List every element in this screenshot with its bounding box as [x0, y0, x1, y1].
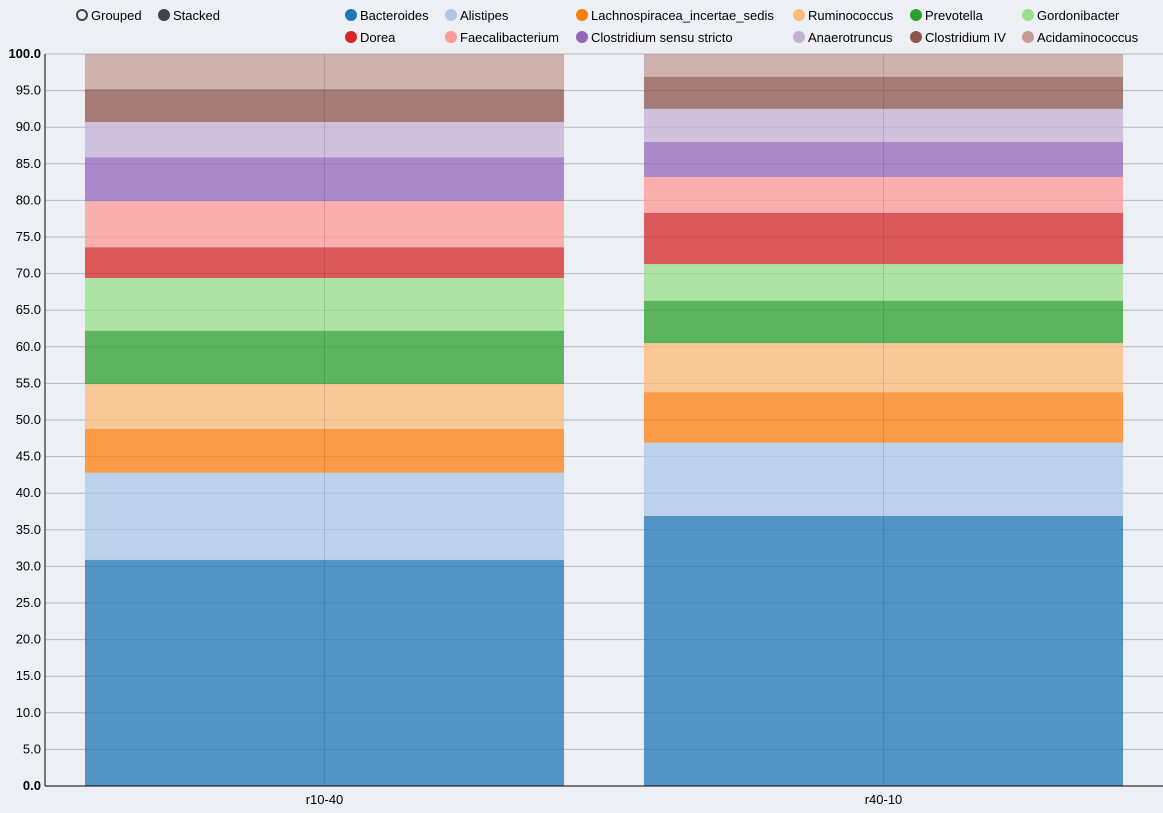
- bar-segment[interactable]: [84, 428, 565, 473]
- legend-item[interactable]: Lachnospiracea_incertae_sedis: [576, 8, 774, 23]
- bars: [84, 54, 1124, 786]
- y-tick-label: 10.0: [16, 705, 41, 720]
- chart-mode-controls: Grouped Stacked: [76, 8, 220, 23]
- legend-item[interactable]: Ruminococcus: [793, 8, 894, 23]
- bar-segment[interactable]: [643, 343, 1124, 393]
- legend-label[interactable]: Faecalibacterium: [460, 30, 559, 45]
- legend-label[interactable]: Dorea: [360, 30, 396, 45]
- legend: Bacteroides Alistipes Lachnospiracea_incer…: [345, 8, 1139, 45]
- legend-label[interactable]: Lachnospiracea_incertae_sedis: [591, 8, 774, 23]
- legend-label[interactable]: Clostridium IV: [925, 30, 1006, 45]
- legend-dot-icon: [910, 9, 922, 21]
- control-label[interactable]: Grouped: [91, 8, 142, 23]
- legend-dot-icon: [910, 31, 922, 43]
- bar-segment[interactable]: [84, 54, 565, 90]
- legend-item[interactable]: Acidaminococcus: [1022, 30, 1139, 45]
- y-tick-label: 65.0: [16, 302, 41, 317]
- legend-label[interactable]: Alistipes: [460, 8, 509, 23]
- y-tick-label: 80.0: [16, 192, 41, 207]
- bar-segment[interactable]: [84, 122, 565, 158]
- legend-dot-icon: [793, 9, 805, 21]
- bar-segment[interactable]: [84, 330, 565, 385]
- y-tick-label: 5.0: [23, 741, 41, 756]
- bar-segment[interactable]: [643, 515, 1124, 786]
- bar-segment[interactable]: [643, 212, 1124, 265]
- legend-item[interactable]: Anaerotruncus: [793, 30, 893, 45]
- bar-segment[interactable]: [84, 277, 565, 331]
- legend-dot-icon: [1022, 9, 1034, 21]
- legend-label[interactable]: Prevotella: [925, 8, 984, 23]
- y-tick-label: 50.0: [16, 412, 41, 427]
- y-tick-label: 15.0: [16, 668, 41, 683]
- legend-item[interactable]: Alistipes: [445, 8, 509, 23]
- legend-dot-icon: [445, 31, 457, 43]
- legend-dot-icon: [793, 31, 805, 43]
- bar-segment[interactable]: [84, 472, 565, 560]
- bar-segment[interactable]: [84, 157, 565, 202]
- y-tick-label: 40.0: [16, 485, 41, 500]
- y-tick-label: 30.0: [16, 558, 41, 573]
- bar-segment[interactable]: [643, 54, 1124, 77]
- bar-segment[interactable]: [643, 264, 1124, 301]
- control-label[interactable]: Stacked: [173, 8, 220, 23]
- bar-segment[interactable]: [643, 108, 1124, 142]
- bar-segment[interactable]: [643, 442, 1124, 516]
- legend-dot-icon: [576, 31, 588, 43]
- y-tick-label: 60.0: [16, 339, 41, 354]
- legend-item[interactable]: Clostridium sensu stricto: [576, 30, 733, 45]
- legend-item[interactable]: Clostridium IV: [910, 30, 1006, 45]
- y-tick-label: 90.0: [16, 119, 41, 134]
- y-tick-label: 85.0: [16, 156, 41, 171]
- x-tick-label: r10-40: [306, 792, 344, 807]
- legend-dot-icon: [345, 31, 357, 43]
- bar-segment[interactable]: [84, 559, 565, 786]
- legend-dot-icon: [445, 9, 457, 21]
- stacked-radio-icon[interactable]: [158, 9, 170, 21]
- legend-label[interactable]: Ruminococcus: [808, 8, 894, 23]
- control-stacked[interactable]: Stacked: [158, 8, 220, 23]
- grouped-radio-icon[interactable]: [76, 9, 88, 21]
- y-tick-label: 0.0: [23, 778, 41, 793]
- y-tick-label: 70.0: [16, 266, 41, 281]
- legend-item[interactable]: Faecalibacterium: [445, 30, 559, 45]
- bar-segment[interactable]: [643, 176, 1124, 213]
- legend-label[interactable]: Gordonibacter: [1037, 8, 1120, 23]
- legend-item[interactable]: Gordonibacter: [1022, 8, 1120, 23]
- legend-label[interactable]: Acidaminococcus: [1037, 30, 1139, 45]
- legend-label[interactable]: Anaerotruncus: [808, 30, 893, 45]
- bar-segment[interactable]: [84, 384, 565, 429]
- x-tick-label: r40-10: [865, 792, 903, 807]
- y-tick-label: 45.0: [16, 449, 41, 464]
- y-tick-label: 55.0: [16, 375, 41, 390]
- legend-dot-icon: [345, 9, 357, 21]
- legend-item[interactable]: Prevotella: [910, 8, 984, 23]
- legend-dot-icon: [1022, 31, 1034, 43]
- y-tick-label: 75.0: [16, 229, 41, 244]
- y-tick-label: 95.0: [16, 83, 41, 98]
- bar-segment[interactable]: [84, 89, 565, 123]
- legend-label[interactable]: Clostridium sensu stricto: [591, 30, 733, 45]
- y-tick-label: 100.0: [8, 46, 41, 61]
- bar-segment[interactable]: [643, 141, 1124, 177]
- legend-item[interactable]: Dorea: [345, 30, 396, 45]
- y-tick-label: 20.0: [16, 632, 41, 647]
- y-tick-label: 25.0: [16, 595, 41, 610]
- legend-label[interactable]: Bacteroides: [360, 8, 429, 23]
- bar-segment[interactable]: [643, 300, 1124, 344]
- bar-segment[interactable]: [643, 392, 1124, 443]
- bar-segment[interactable]: [84, 201, 565, 248]
- legend-dot-icon: [576, 9, 588, 21]
- x-axis: r10-40 r40-10: [45, 54, 1163, 807]
- bar-segment[interactable]: [643, 76, 1124, 109]
- y-tick-label: 35.0: [16, 522, 41, 537]
- bar-segment[interactable]: [84, 247, 565, 278]
- legend-item[interactable]: Bacteroides: [345, 8, 429, 23]
- control-grouped[interactable]: Grouped: [76, 8, 142, 23]
- y-axis: 0.0 5.0 10.0 15.0 20.0 25.0 30.0 35.0 40.0 45.0 50…: [8, 46, 46, 793]
